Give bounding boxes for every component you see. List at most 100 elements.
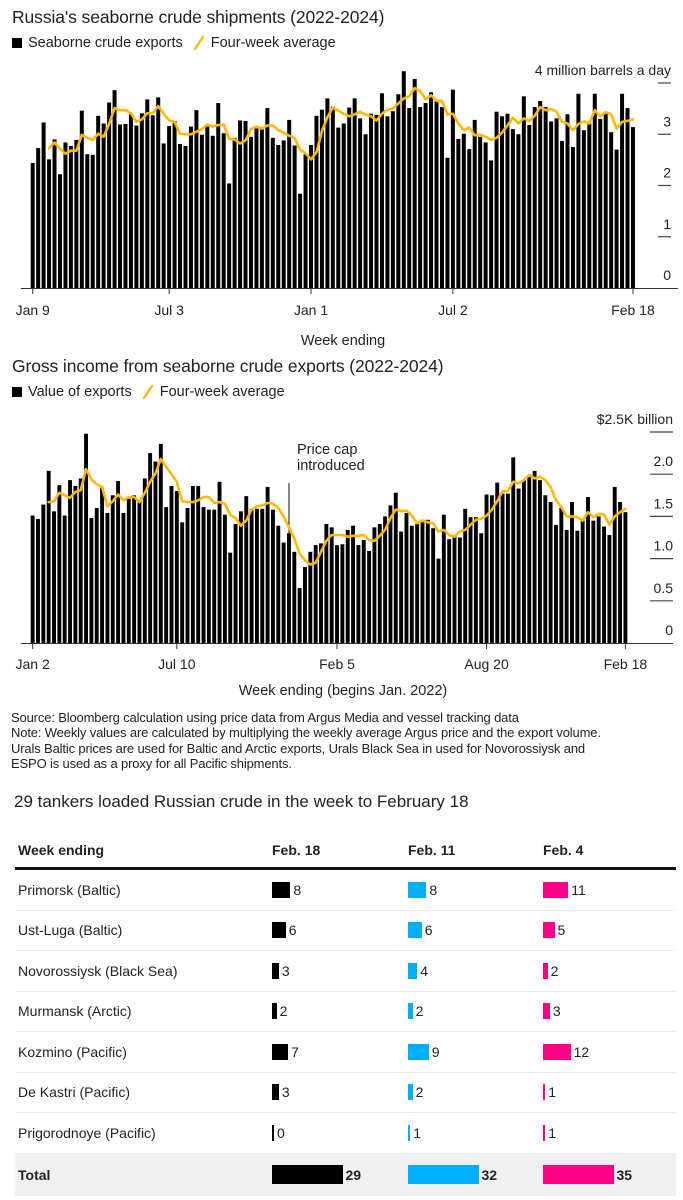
- bar: [521, 96, 526, 288]
- bar: [612, 486, 617, 643]
- bar: [372, 527, 377, 643]
- value-bar: [543, 881, 569, 898]
- bar: [167, 126, 172, 288]
- bar: [260, 508, 265, 643]
- bar: [538, 480, 542, 643]
- bar: [62, 515, 67, 643]
- y-tick-label: $2.5K billion: [597, 411, 673, 427]
- y-tick-label: 1.0: [654, 538, 674, 554]
- legend-label: Value of exports: [28, 384, 132, 400]
- bar: [308, 551, 313, 643]
- bar: [505, 113, 510, 288]
- value-bar: [272, 1124, 274, 1141]
- bar: [228, 552, 233, 643]
- legend-label: Four-week average: [159, 384, 285, 400]
- bar: [292, 145, 297, 288]
- bar: [399, 531, 404, 643]
- bar: [30, 515, 35, 643]
- value-cell: 12: [543, 1032, 589, 1072]
- bar: [570, 147, 575, 288]
- bar: [89, 518, 94, 643]
- bar: [423, 102, 428, 288]
- header-week-ending: Week ending: [18, 842, 105, 858]
- x-tick-label: Feb 18: [611, 302, 655, 318]
- tanker-table: Week ending Feb. 18 Feb. 11 Feb. 4 Primo…: [15, 833, 676, 1196]
- bar: [505, 493, 510, 643]
- bar: [580, 520, 585, 643]
- bar: [158, 443, 163, 643]
- bar: [330, 106, 335, 288]
- chart2-legend: Value of exports Four-week average: [12, 383, 285, 401]
- bar: [57, 174, 62, 288]
- bar: [172, 120, 177, 289]
- legend-label: Seaborne crude exports: [28, 35, 183, 51]
- chart2-plot: 0 0.5 1.0 1.5 2.0 $2.5K billion Price capintro…: [16, 411, 674, 699]
- y-tick-label: 1: [663, 216, 671, 232]
- value-cell: 9: [408, 1032, 439, 1072]
- bar: [592, 93, 597, 288]
- bar: [500, 493, 505, 643]
- bar: [52, 139, 57, 289]
- table-header-row: Week ending Feb. 18 Feb. 11 Feb. 4: [15, 833, 676, 870]
- bar: [564, 529, 569, 643]
- bar: [238, 120, 243, 288]
- bar: [379, 93, 384, 288]
- bar: [85, 154, 90, 288]
- bar: [516, 134, 521, 288]
- total-value: 29: [345, 1166, 362, 1183]
- value-label: 11: [571, 881, 586, 898]
- port-name: Novorossiysk (Black Sea): [18, 962, 178, 979]
- bar: [340, 544, 345, 643]
- y-axis: 0 1 2 3 4 million barrels a day: [535, 62, 671, 283]
- bar: [96, 115, 101, 288]
- y-axis: 0 0.5 1.0 1.5 2.0 $2.5K billion: [597, 411, 673, 638]
- bar: [347, 107, 352, 288]
- bar: [139, 113, 144, 288]
- total-bar: [543, 1165, 614, 1184]
- table-row: Ust-Luga (Baltic) 6 6 5: [15, 911, 676, 951]
- bar: [243, 120, 248, 289]
- bar: [270, 137, 275, 288]
- bar-series: [30, 71, 635, 289]
- table-total-row: Total 29 32 35: [15, 1153, 676, 1196]
- value-cell: 2: [272, 992, 287, 1032]
- bar: [586, 496, 590, 643]
- value-label: 1: [413, 1124, 422, 1141]
- bar: [116, 480, 121, 643]
- legend-bar-swatch-icon: [12, 38, 22, 48]
- annotation-text: introduced: [297, 458, 365, 474]
- chart-notes: Source: Bloomberg calculation using pric…: [11, 710, 601, 771]
- value-bar: [543, 1043, 571, 1060]
- bar: [341, 123, 346, 289]
- bar: [276, 145, 281, 288]
- bar: [335, 545, 339, 643]
- bar: [598, 118, 603, 289]
- bar: [134, 125, 139, 288]
- bar: [478, 136, 483, 288]
- chart2-title: Gross income from seaborne crude exports…: [12, 356, 444, 376]
- value-bar: [543, 962, 548, 979]
- bar: [548, 502, 553, 643]
- value-label: 7: [291, 1043, 299, 1060]
- bar: [164, 507, 169, 643]
- bar: [543, 107, 548, 288]
- total-cell: 29: [272, 1154, 361, 1196]
- x-tick-label: Jan 9: [16, 302, 50, 318]
- bar: [412, 78, 417, 289]
- bar: [313, 545, 318, 643]
- bar: [227, 183, 232, 288]
- bar: [623, 512, 628, 643]
- bar: [630, 127, 635, 288]
- value-bar: [543, 922, 555, 939]
- bar: [549, 121, 554, 288]
- bar: [345, 529, 350, 643]
- bar: [429, 92, 434, 288]
- bar: [196, 486, 201, 643]
- value-cell: 1: [543, 1073, 556, 1113]
- bar: [190, 486, 195, 643]
- bar: [265, 108, 270, 288]
- bar: [180, 522, 185, 643]
- bar: [73, 486, 78, 643]
- table-row: Prigorodnoye (Pacific) 0 1 1: [15, 1113, 676, 1154]
- value-cell: 6: [272, 911, 297, 951]
